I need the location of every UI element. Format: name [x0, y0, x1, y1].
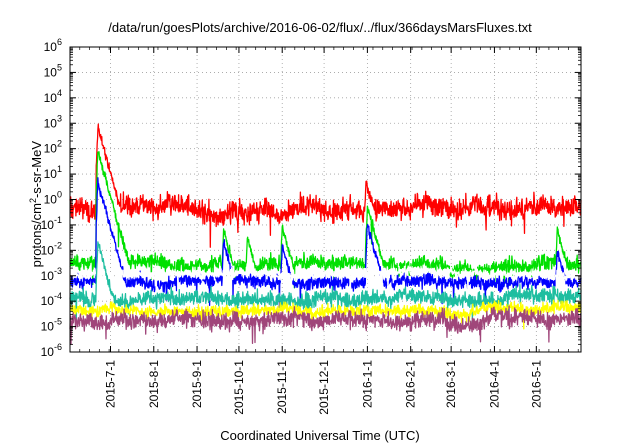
y-tick-label: 10-3 — [41, 266, 62, 283]
series-2-line — [69, 177, 582, 309]
y-tick-label: 101 — [44, 164, 62, 181]
x-tick-label: 2016-2-1 — [404, 360, 418, 408]
chart-title: /data/run/goesPlots/archive/2016-06-02/f… — [108, 20, 532, 35]
x-tick-label: 2015-10-1 — [232, 360, 246, 415]
y-tick-label: 103 — [44, 113, 62, 130]
series-1-line — [69, 151, 582, 289]
x-axis-label: Coordinated Universal Time (UTC) — [220, 428, 420, 443]
series-5-line — [69, 299, 582, 330]
x-tick-label: 2015-8-1 — [147, 360, 161, 408]
x-tick-label: 2016-3-1 — [444, 360, 458, 408]
y-tick-label: 100 — [44, 190, 62, 207]
x-tick-label: 2015-9-1 — [190, 360, 204, 408]
y-axis-label: protons/cm2-s-sr-MeV — [27, 140, 45, 268]
y-tick-label: 102 — [44, 139, 62, 156]
series-3-line — [69, 264, 582, 301]
x-tick-label: 2015-7-1 — [103, 360, 117, 408]
series-0-line — [69, 123, 582, 248]
y-tick-label: 10-5 — [41, 317, 62, 334]
y-tick-label: 104 — [44, 88, 62, 105]
y-tick-label: 10-6 — [41, 342, 62, 359]
series-6-line — [69, 305, 582, 345]
y-tick-label: 10-4 — [41, 291, 62, 308]
x-tick-label: 2015-11-1 — [275, 360, 289, 414]
y-tick-label: 106 — [44, 37, 62, 54]
series-4-line — [69, 241, 582, 324]
y-tick-label: 10-2 — [41, 240, 62, 257]
x-tick-label: 2016-4-1 — [487, 360, 501, 408]
x-tick-label: 2016-5-1 — [529, 360, 543, 408]
y-tick-label: 105 — [44, 62, 62, 79]
x-tick-label: 2016-1-1 — [360, 360, 374, 408]
x-tick-label: 2015-12-1 — [317, 360, 331, 415]
y-tick-label: 10-1 — [41, 215, 62, 232]
